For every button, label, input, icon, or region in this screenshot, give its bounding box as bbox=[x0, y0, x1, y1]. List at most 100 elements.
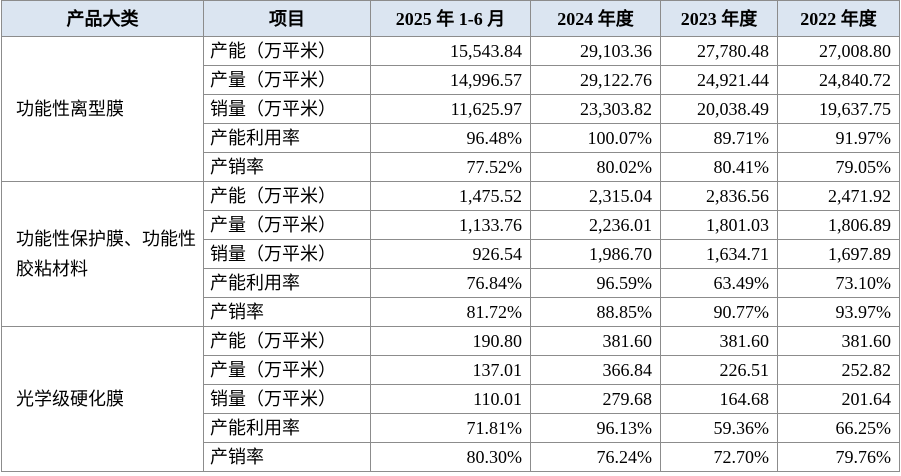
item-cell: 产量（万平米） bbox=[203, 355, 371, 385]
value-cell: 71.81% bbox=[370, 413, 531, 443]
value-cell: 1,697.89 bbox=[777, 239, 900, 269]
table-row: 销量（万平米） 110.01 279.68 164.68 201.64 bbox=[2, 384, 900, 414]
value-cell: 96.13% bbox=[530, 413, 661, 443]
value-cell: 63.49% bbox=[660, 268, 778, 298]
value-cell: 381.60 bbox=[660, 326, 778, 356]
value-cell: 76.24% bbox=[530, 442, 661, 472]
header-cell: 2025 年 1-6 月 bbox=[370, 0, 531, 37]
table-row: 产销率 80.30% 76.24% 72.70% 79.76% bbox=[2, 442, 900, 472]
value-cell: 100.07% bbox=[530, 123, 661, 153]
item-cell: 销量（万平米） bbox=[203, 94, 371, 124]
table-row: 产量（万平米） 1,133.76 2,236.01 1,801.03 1,806.89 bbox=[2, 210, 900, 240]
value-cell: 80.41% bbox=[660, 152, 778, 182]
value-cell: 190.80 bbox=[370, 326, 531, 356]
item-cell: 产量（万平米） bbox=[203, 210, 371, 240]
value-cell: 96.48% bbox=[370, 123, 531, 153]
table-row: 产能利用率 71.81% 96.13% 59.36% 66.25% bbox=[2, 413, 900, 443]
value-cell: 1,801.03 bbox=[660, 210, 778, 240]
item-cell: 产能（万平米） bbox=[203, 181, 371, 211]
value-cell: 93.97% bbox=[777, 297, 900, 327]
value-cell: 80.30% bbox=[370, 442, 531, 472]
value-cell: 381.60 bbox=[530, 326, 661, 356]
value-cell: 59.36% bbox=[660, 413, 778, 443]
value-cell: 1,986.70 bbox=[530, 239, 661, 269]
value-cell: 81.72% bbox=[370, 297, 531, 327]
table-row: 光学级硬化膜 产能（万平米） 190.80 381.60 381.60 381.60 bbox=[1, 326, 900, 472]
value-cell: 24,921.44 bbox=[660, 65, 778, 95]
value-cell: 15,543.84 bbox=[370, 36, 531, 66]
value-cell: 19,637.75 bbox=[777, 94, 900, 124]
value-cell: 201.64 bbox=[777, 384, 900, 414]
table-row: 产销率 77.52% 80.02% 80.41% 79.05% bbox=[2, 152, 900, 182]
value-cell: 27,008.80 bbox=[777, 36, 900, 66]
value-cell: 2,315.04 bbox=[530, 181, 661, 211]
header-cell: 2024 年度 bbox=[530, 0, 661, 37]
item-cell: 产量（万平米） bbox=[203, 65, 371, 95]
table-row: 产量（万平米） 14,996.57 29,122.76 24,921.44 24,840… bbox=[2, 65, 900, 95]
value-cell: 381.60 bbox=[777, 326, 900, 356]
value-cell: 91.97% bbox=[777, 123, 900, 153]
value-cell: 11,625.97 bbox=[370, 94, 531, 124]
value-cell: 96.59% bbox=[530, 268, 661, 298]
value-cell: 29,122.76 bbox=[530, 65, 661, 95]
table-row: 产能利用率 96.48% 100.07% 89.71% 91.97% bbox=[2, 123, 900, 153]
value-cell: 27,780.48 bbox=[660, 36, 778, 66]
value-cell: 1,634.71 bbox=[660, 239, 778, 269]
table-row: 产量（万平米） 137.01 366.84 226.51 252.82 bbox=[2, 355, 900, 385]
item-cell: 产销率 bbox=[203, 152, 371, 182]
header-cell: 2023 年度 bbox=[660, 0, 778, 37]
value-cell: 926.54 bbox=[370, 239, 531, 269]
value-cell: 20,038.49 bbox=[660, 94, 778, 124]
item-cell: 产能（万平米） bbox=[203, 36, 371, 66]
value-cell: 89.71% bbox=[660, 123, 778, 153]
value-cell: 1,133.76 bbox=[370, 210, 531, 240]
value-cell: 1,806.89 bbox=[777, 210, 900, 240]
category-cell: 功能性保护膜、功能性胶粘材料 bbox=[1, 181, 204, 327]
value-cell: 24,840.72 bbox=[777, 65, 900, 95]
table-body: 功能性离型膜 产能（万平米） 15,543.84 29,103.36 27,780.48… bbox=[1, 36, 900, 472]
value-cell: 1,475.52 bbox=[370, 181, 531, 211]
header-cell: 2022 年度 bbox=[777, 0, 900, 37]
value-cell: 2,236.01 bbox=[530, 210, 661, 240]
table-row: 销量（万平米） 926.54 1,986.70 1,634.71 1,697.89 bbox=[2, 239, 900, 269]
table-row: 销量（万平米） 11,625.97 23,303.82 20,038.49 19,637… bbox=[2, 94, 900, 124]
value-cell: 29,103.36 bbox=[530, 36, 661, 66]
category-cell: 光学级硬化膜 bbox=[1, 326, 204, 472]
category-cell: 功能性离型膜 bbox=[1, 36, 204, 182]
table-row: 功能性离型膜 产能（万平米） 15,543.84 29,103.36 27,780.48… bbox=[1, 36, 900, 182]
value-cell: 79.76% bbox=[777, 442, 900, 472]
item-cell: 产能利用率 bbox=[203, 268, 371, 298]
header-cell: 产品大类 bbox=[1, 0, 204, 37]
value-cell: 14,996.57 bbox=[370, 65, 531, 95]
value-cell: 164.68 bbox=[660, 384, 778, 414]
value-cell: 137.01 bbox=[370, 355, 531, 385]
item-cell: 产能利用率 bbox=[203, 413, 371, 443]
value-cell: 77.52% bbox=[370, 152, 531, 182]
item-cell: 产销率 bbox=[203, 442, 371, 472]
value-cell: 88.85% bbox=[530, 297, 661, 327]
value-cell: 73.10% bbox=[777, 268, 900, 298]
value-cell: 110.01 bbox=[370, 384, 531, 414]
value-cell: 226.51 bbox=[660, 355, 778, 385]
value-cell: 79.05% bbox=[777, 152, 900, 182]
value-cell: 2,471.92 bbox=[777, 181, 900, 211]
table-row: 功能性保护膜、功能性胶粘材料 产能（万平米） 1,475.52 2,315.04 2,8… bbox=[1, 181, 900, 327]
value-cell: 90.77% bbox=[660, 297, 778, 327]
value-cell: 80.02% bbox=[530, 152, 661, 182]
value-cell: 366.84 bbox=[530, 355, 661, 385]
value-cell: 23,303.82 bbox=[530, 94, 661, 124]
item-cell: 销量（万平米） bbox=[203, 384, 371, 414]
header-cell: 项目 bbox=[203, 0, 371, 37]
item-cell: 产能利用率 bbox=[203, 123, 371, 153]
value-cell: 252.82 bbox=[777, 355, 900, 385]
value-cell: 2,836.56 bbox=[660, 181, 778, 211]
value-cell: 72.70% bbox=[660, 442, 778, 472]
value-cell: 279.68 bbox=[530, 384, 661, 414]
value-cell: 66.25% bbox=[777, 413, 900, 443]
item-cell: 产能（万平米） bbox=[203, 326, 371, 356]
item-cell: 产销率 bbox=[203, 297, 371, 327]
header-row: 产品大类 项目 2025 年 1-6 月 2024 年度 2023 年度 2022 年度 bbox=[1, 0, 900, 37]
value-cell: 76.84% bbox=[370, 268, 531, 298]
